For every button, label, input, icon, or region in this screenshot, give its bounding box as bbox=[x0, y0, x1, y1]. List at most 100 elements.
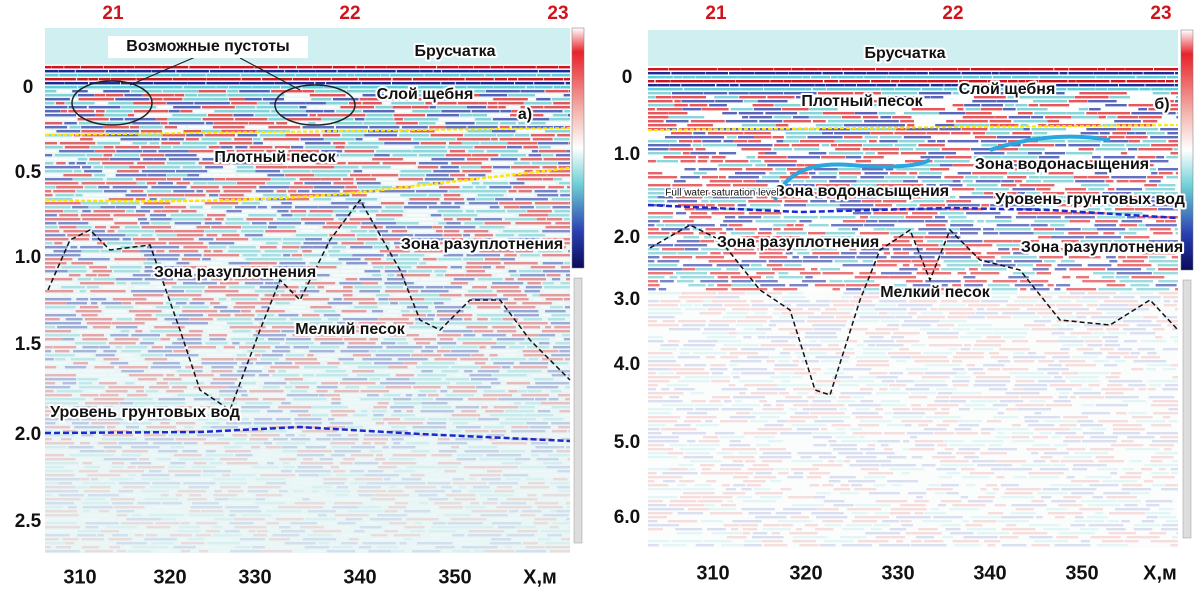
signal-stripe bbox=[456, 246, 481, 249]
signal-stripe bbox=[981, 204, 990, 207]
signal-stripe bbox=[974, 200, 998, 203]
signal-stripe bbox=[818, 160, 854, 163]
signal-stripe bbox=[416, 382, 450, 385]
signal-stripe bbox=[471, 90, 485, 93]
signal-stripe bbox=[394, 242, 403, 245]
signal-stripe bbox=[1145, 224, 1177, 227]
signal-stripe bbox=[316, 438, 331, 441]
signal-stripe bbox=[729, 364, 737, 367]
signal-stripe bbox=[1017, 264, 1034, 267]
signal-stripe bbox=[750, 160, 762, 163]
signal-stripe bbox=[503, 230, 539, 233]
signal-stripe bbox=[60, 110, 67, 113]
signal-stripe bbox=[648, 444, 664, 447]
signal-stripe bbox=[1008, 276, 1029, 279]
signal-stripe bbox=[268, 338, 285, 341]
signal-stripe bbox=[45, 278, 73, 281]
signal-stripe bbox=[893, 236, 901, 239]
signal-stripe bbox=[409, 438, 438, 441]
signal-stripe bbox=[837, 192, 844, 195]
signal-stripe bbox=[667, 384, 689, 387]
signal-stripe bbox=[148, 514, 185, 517]
signal-stripe bbox=[879, 136, 902, 139]
signal-stripe bbox=[386, 258, 420, 261]
signal-stripe bbox=[85, 526, 99, 529]
signal-stripe bbox=[490, 346, 506, 349]
signal-stripe bbox=[1101, 276, 1114, 279]
signal-stripe bbox=[1105, 396, 1139, 399]
signal-stripe bbox=[378, 138, 412, 141]
signal-stripe bbox=[353, 214, 376, 217]
signal-stripe bbox=[93, 398, 125, 401]
signal-stripe bbox=[860, 388, 874, 391]
signal-stripe bbox=[742, 116, 749, 119]
signal-stripe bbox=[266, 510, 302, 513]
signal-stripe bbox=[408, 514, 437, 517]
signal-stripe bbox=[1036, 348, 1054, 351]
signal-stripe bbox=[950, 224, 974, 227]
signal-stripe bbox=[748, 200, 783, 203]
signal-stripe bbox=[493, 362, 514, 365]
signal-stripe bbox=[939, 244, 964, 247]
signal-stripe bbox=[963, 92, 991, 95]
signal-stripe bbox=[198, 162, 231, 165]
signal-stripe bbox=[201, 414, 236, 417]
signal-stripe bbox=[700, 464, 715, 467]
signal-stripe bbox=[695, 148, 706, 151]
signal-stripe bbox=[1093, 152, 1118, 155]
signal-stripe bbox=[290, 390, 308, 393]
signal-stripe bbox=[834, 140, 867, 143]
signal-stripe bbox=[384, 142, 420, 145]
signal-stripe bbox=[1082, 432, 1104, 435]
signal-stripe bbox=[992, 372, 1002, 375]
signal-stripe bbox=[143, 230, 155, 233]
signal-stripe bbox=[144, 254, 180, 257]
signal-stripe bbox=[704, 236, 712, 239]
signal-stripe bbox=[366, 522, 379, 525]
signal-stripe bbox=[744, 132, 771, 135]
signal-stripe bbox=[89, 158, 109, 161]
signal-stripe bbox=[732, 404, 760, 407]
signal-stripe bbox=[295, 350, 305, 353]
signal-stripe bbox=[869, 148, 899, 151]
signal-stripe bbox=[1098, 460, 1124, 463]
signal-stripe bbox=[888, 352, 921, 355]
signal-stripe bbox=[126, 210, 134, 213]
signal-stripe bbox=[246, 494, 255, 497]
signal-stripe bbox=[190, 506, 223, 509]
signal-stripe bbox=[850, 300, 873, 303]
signal-stripe bbox=[1001, 180, 1014, 183]
signal-stripe bbox=[1033, 228, 1055, 231]
signal-stripe bbox=[357, 366, 388, 369]
signal-stripe bbox=[90, 298, 107, 301]
signal-stripe bbox=[523, 146, 539, 149]
signal-stripe bbox=[259, 450, 274, 453]
signal-stripe bbox=[188, 78, 207, 81]
signal-stripe bbox=[1136, 288, 1170, 291]
signal-stripe bbox=[151, 222, 170, 225]
signal-stripe bbox=[648, 456, 677, 459]
signal-stripe bbox=[227, 322, 253, 325]
signal-stripe bbox=[45, 506, 64, 509]
signal-stripe bbox=[205, 530, 220, 533]
signal-stripe bbox=[1108, 380, 1143, 383]
signal-stripe bbox=[130, 126, 140, 129]
signal-stripe bbox=[73, 406, 97, 409]
signal-stripe bbox=[787, 420, 806, 423]
signal-stripe bbox=[1006, 444, 1023, 447]
signal-stripe bbox=[553, 86, 561, 89]
signal-stripe bbox=[726, 268, 739, 271]
signal-stripe bbox=[813, 220, 843, 223]
signal-stripe bbox=[111, 74, 136, 77]
signal-stripe bbox=[412, 230, 434, 233]
signal-stripe bbox=[420, 70, 433, 73]
signal-stripe bbox=[84, 186, 97, 189]
signal-stripe bbox=[369, 518, 402, 521]
signal-stripe bbox=[720, 116, 741, 119]
signal-stripe bbox=[928, 192, 938, 195]
signal-stripe bbox=[168, 470, 202, 473]
signal-stripe bbox=[954, 124, 990, 127]
signal-stripe bbox=[714, 216, 725, 219]
signal-stripe bbox=[1007, 96, 1043, 99]
signal-stripe bbox=[380, 202, 405, 205]
